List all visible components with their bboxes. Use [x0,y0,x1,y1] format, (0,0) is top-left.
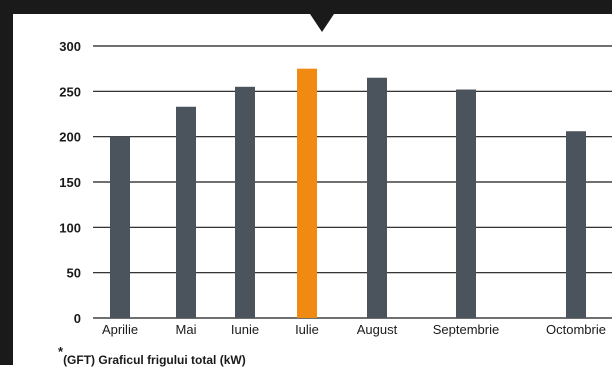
frame-top-bar [0,0,612,14]
x-tick-label-septembrie: Septembrie [433,322,499,337]
pointer-triangle-icon [310,14,334,32]
y-tick-label: 300 [59,39,81,54]
bar-septembrie [456,89,476,319]
bar-octombrie [566,131,586,318]
y-tick-label: 200 [59,130,81,145]
y-tick-label: 150 [59,175,81,190]
bar-aprilie [110,136,130,318]
x-tick-label-iunie: Iunie [231,322,259,337]
bar-august [367,77,387,318]
x-tick-label-mai: Mai [176,322,197,337]
x-tick-label-aprilie: Aprilie [102,322,138,337]
y-tick-label: 100 [59,220,81,235]
y-tick-label: 250 [59,84,81,99]
footnote-marker: * [58,344,64,359]
chart-footnote: *(GFT) Graficul frigului total (kW) [58,344,246,367]
bar-iunie [235,86,255,318]
y-tick-label: 0 [74,311,81,326]
bar-iulie [297,68,317,319]
footnote-text: (GFT) Graficul frigului total (kW) [63,353,246,367]
frame-left-bar [0,0,13,365]
x-tick-label-octombrie: Octombrie [546,322,606,337]
x-tick-label-iulie: Iulie [295,322,319,337]
bar-mai [176,106,196,318]
x-tick-label-august: August [357,322,398,337]
y-tick-label: 50 [67,266,81,281]
